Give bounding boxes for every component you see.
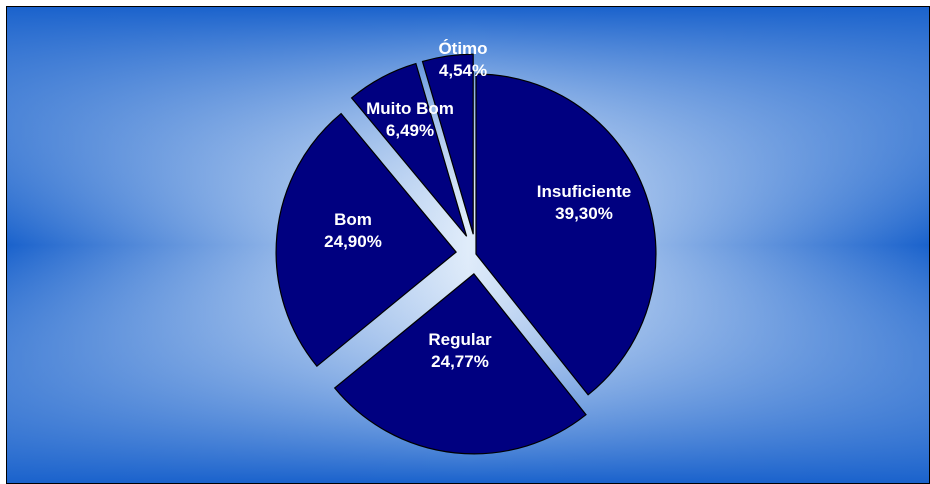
pie-slice-ótimo (421, 53, 474, 235)
slice-label-value: 24,77% (431, 352, 489, 371)
slice-label-name: Ótimo (438, 39, 487, 58)
slice-label-name: Insuficiente (537, 182, 631, 201)
pie-slice-muito-bom (350, 62, 468, 237)
chart-frame: Insuficiente 39,30% Regular 24,77% Bom 24,90%… (6, 6, 930, 484)
slice-label-name: Muito Bom (366, 99, 454, 118)
slice-label-value: 6,49% (386, 121, 434, 140)
slice-label-name: Bom (334, 210, 372, 229)
slice-label-value: 4,54% (439, 61, 487, 80)
slice-label-name: Regular (428, 330, 492, 349)
pie-slice-bom (275, 112, 457, 368)
pie-slice-regular (333, 273, 587, 455)
pie-labels: Insuficiente 39,30% Regular 24,77% Bom 24,90%… (324, 39, 631, 371)
pie-chart: Insuficiente 39,30% Regular 24,77% Bom 24,90%… (7, 7, 929, 483)
slice-label-value: 24,90% (324, 232, 382, 251)
slice-label-value: 39,30% (555, 204, 613, 223)
pie-slice-insuficiente (475, 73, 657, 396)
pie-slices (275, 53, 657, 455)
